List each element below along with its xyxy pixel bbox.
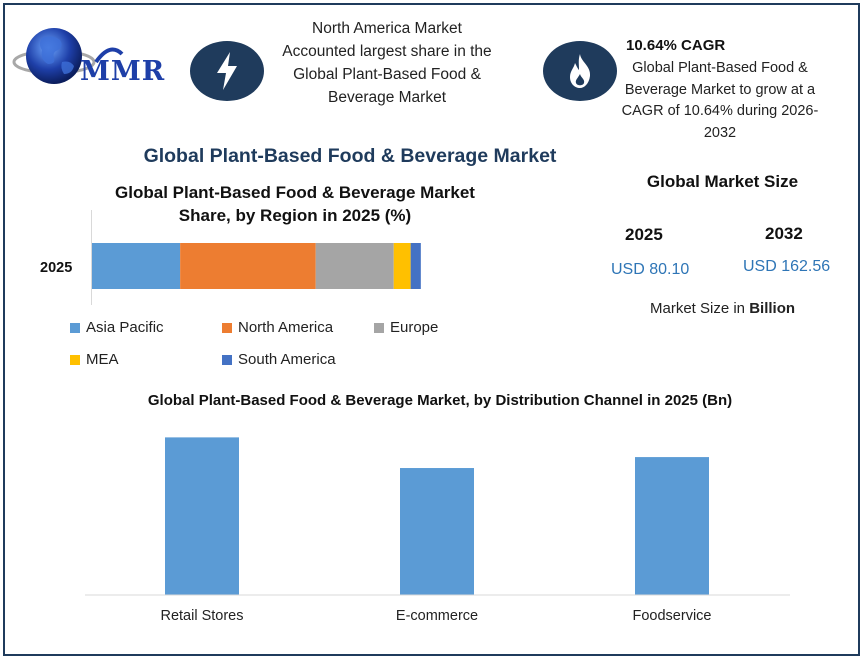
legend-label: Europe <box>390 319 439 336</box>
region-highlight-line: Global Plant-Based Food & <box>293 66 481 83</box>
legend-label: MEA <box>86 351 119 368</box>
cagr-line: Beverage Market to grow at a <box>624 81 816 98</box>
legend-swatch <box>222 322 232 333</box>
share-chart-title-line: Global Plant-Based Food & Beverage Marke… <box>115 183 475 202</box>
share-segment-north-america <box>180 243 316 289</box>
share-chart: 2025 <box>40 210 421 305</box>
market-year-2032: 2032 <box>765 224 803 243</box>
cagr-line: Global Plant-Based Food & <box>632 60 808 76</box>
main-title: Global Plant-Based Food & Beverage Marke… <box>143 145 557 167</box>
mmr-logo <box>12 22 172 94</box>
channel-label-retail-stores: Retail Stores <box>160 608 244 624</box>
channel-bar-e-commerce <box>400 468 474 595</box>
cagr-line: CAGR of 10.64% during 2026- <box>621 103 819 119</box>
channel-chart-title: Global Plant-Based Food & Beverage Marke… <box>147 392 733 409</box>
legend-label: North America <box>238 319 334 336</box>
share-chart-title-line: Share, by Region in 2025 (%) <box>178 206 412 225</box>
legend-south-america: South America <box>222 351 336 368</box>
market-value-2025: USD 80.10 <box>611 261 690 278</box>
legend-europe: Europe <box>374 319 438 336</box>
legend-north-america: North America <box>222 319 333 336</box>
region-highlight-line: North America Market <box>312 20 462 37</box>
market-size-note: Market Size in Billion <box>600 300 845 317</box>
legend-swatch <box>222 354 232 365</box>
region-highlight-line: Beverage Market <box>327 89 447 106</box>
cagr-line: 2032 <box>703 124 737 141</box>
channel-label-foodservice: Foodservice <box>632 608 712 624</box>
region-highlight-text: North America Market Accounted largest s… <box>262 17 512 109</box>
legend-swatch <box>374 322 384 333</box>
region-highlight-line: Accounted largest share in the <box>282 43 492 60</box>
legend-swatch <box>70 322 80 333</box>
market-size-note-prefix: Market Size in <box>649 300 750 317</box>
lightning-icon <box>217 52 237 90</box>
legend-asia-pacific: Asia Pacific <box>70 319 164 336</box>
page-frame <box>3 3 860 656</box>
market-value-2032: USD 162.56 <box>743 258 831 275</box>
share-category-label: 2025 <box>40 260 72 276</box>
share-segment-mea <box>393 243 411 289</box>
share-segment-asia-pacific <box>92 243 181 289</box>
share-segment-south-america <box>410 243 421 289</box>
legend-mea: MEA <box>70 351 119 368</box>
market-size-note-unit: Billion <box>749 300 796 317</box>
share-segment-europe <box>315 243 394 289</box>
flame-icon <box>570 54 591 88</box>
channel-label-e-commerce: E-commerce <box>395 608 479 624</box>
lightning-icon-badge <box>190 41 264 101</box>
flame-icon-badge <box>543 41 617 101</box>
logo-text: MMR <box>80 56 166 87</box>
cagr-title: 10.64% CAGR <box>626 37 726 54</box>
legend-swatch <box>70 354 80 365</box>
legend-label: South America <box>238 351 336 368</box>
market-year-2025: 2025 <box>625 225 663 244</box>
legend-label: Asia Pacific <box>86 319 164 336</box>
share-chart-title: Global Plant-Based Food & Beverage Marke… <box>95 181 495 227</box>
channel-chart <box>85 437 790 596</box>
globe-icon <box>12 28 124 84</box>
market-size-title: Global Market Size <box>646 172 799 191</box>
channel-bar-foodservice <box>635 457 709 595</box>
cagr-highlight-text: Global Plant-Based Food & Beverage Marke… <box>612 58 828 144</box>
channel-bar-retail-stores <box>165 437 239 595</box>
